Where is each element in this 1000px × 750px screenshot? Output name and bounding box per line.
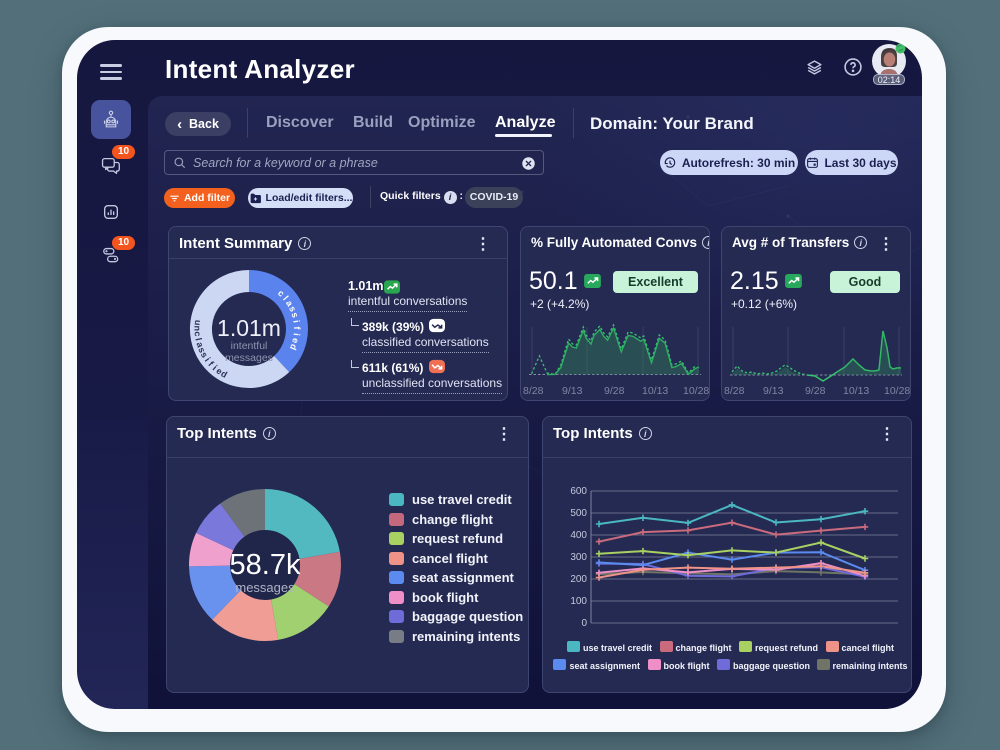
svg-text:a: a <box>284 299 296 309</box>
svg-text:f: f <box>206 359 216 369</box>
svg-text:l: l <box>281 294 290 302</box>
svg-text:n: n <box>192 325 202 331</box>
svg-text:i: i <box>292 333 302 337</box>
svg-text:i: i <box>291 319 301 323</box>
svg-text:u: u <box>193 319 204 326</box>
svg-text:s: s <box>289 311 300 319</box>
svg-text:e: e <box>290 337 301 344</box>
svg-text:c: c <box>192 331 202 337</box>
svg-text:f: f <box>292 326 302 330</box>
svg-text:1.01m: 1.01m <box>217 315 281 341</box>
svg-text:messages: messages <box>225 352 273 364</box>
svg-text:300: 300 <box>570 552 587 563</box>
svg-text:58.7k: 58.7k <box>230 549 301 581</box>
svg-text:intentful: intentful <box>231 340 268 352</box>
svg-text:messages: messages <box>235 580 295 595</box>
svg-text:e: e <box>214 366 224 377</box>
svg-text:400: 400 <box>570 530 587 541</box>
svg-text:a: a <box>194 341 205 350</box>
svg-text:i: i <box>203 355 213 363</box>
svg-text:c: c <box>276 288 286 299</box>
svg-text:d: d <box>219 368 229 379</box>
svg-text:200: 200 <box>570 574 587 585</box>
svg-text:s: s <box>287 305 298 314</box>
svg-text:600: 600 <box>570 486 587 497</box>
svg-text:500: 500 <box>570 508 587 519</box>
svg-text:d: d <box>288 343 299 352</box>
svg-text:0: 0 <box>581 618 587 629</box>
svg-text:l: l <box>193 337 203 342</box>
svg-text:s: s <box>196 346 207 355</box>
svg-text:s: s <box>199 350 210 359</box>
svg-text:i: i <box>211 363 219 372</box>
svg-text:100: 100 <box>570 596 587 607</box>
